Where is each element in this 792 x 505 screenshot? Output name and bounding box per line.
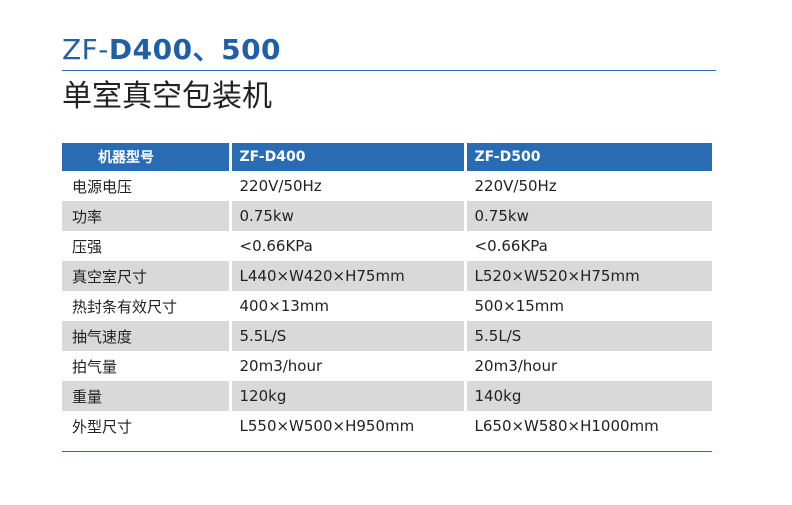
spec-label: 电源电压 bbox=[62, 171, 232, 201]
table-row: 真空室尺寸 L440×W420×H75mm L520×W520×H75mm bbox=[62, 261, 712, 291]
spec-value-d500: L650×W580×H1000mm bbox=[465, 411, 712, 441]
spec-label: 重量 bbox=[62, 381, 232, 411]
model-title: ZF-D400、500 bbox=[62, 30, 281, 70]
table-row: 拍气量 20m3/hour 20m3/hour bbox=[62, 351, 712, 381]
spec-label: 拍气量 bbox=[62, 351, 232, 381]
table-row: 压强 <0.66KPa <0.66KPa bbox=[62, 231, 712, 261]
table-bottom-divider bbox=[62, 451, 712, 452]
product-name: 单室真空包装机 bbox=[62, 79, 272, 114]
spec-value-d500: L520×W520×H75mm bbox=[465, 261, 712, 291]
spec-value-d400: 20m3/hour bbox=[230, 351, 467, 381]
spec-value-d400: 120kg bbox=[230, 381, 467, 411]
spec-value-d500: 140kg bbox=[465, 381, 712, 411]
model-numbers: D400、500 bbox=[108, 33, 282, 66]
spec-value-d500: 220V/50Hz bbox=[465, 171, 712, 201]
model-prefix: ZF- bbox=[62, 33, 109, 66]
spec-value-d400: 0.75kw bbox=[230, 201, 467, 231]
spec-value-d400: 5.5L/S bbox=[230, 321, 467, 351]
title-divider bbox=[62, 70, 716, 71]
spec-value-d500: <0.66KPa bbox=[465, 231, 712, 261]
spec-value-d400: 400×13mm bbox=[230, 291, 467, 321]
table-row: 外型尺寸 L550×W500×H950mm L650×W580×H1000mm bbox=[62, 411, 712, 441]
table-row: 重量 120kg 140kg bbox=[62, 381, 712, 411]
spec-value-d400: 220V/50Hz bbox=[230, 171, 467, 201]
table-row: 热封条有效尺寸 400×13mm 500×15mm bbox=[62, 291, 712, 321]
spec-value-d500: 20m3/hour bbox=[465, 351, 712, 381]
spec-label: 热封条有效尺寸 bbox=[62, 291, 232, 321]
spec-value-d500: 500×15mm bbox=[465, 291, 712, 321]
spec-label: 真空室尺寸 bbox=[62, 261, 232, 291]
spec-value-d400: L550×W500×H950mm bbox=[230, 411, 467, 441]
table-header-row: 机器型号 ZF-D400 ZF-D500 bbox=[62, 143, 712, 171]
spec-table: 机器型号 ZF-D400 ZF-D500 电源电压 220V/50Hz 220V… bbox=[62, 143, 712, 441]
spec-label: 外型尺寸 bbox=[62, 411, 232, 441]
table-row: 抽气速度 5.5L/S 5.5L/S bbox=[62, 321, 712, 351]
table-row: 电源电压 220V/50Hz 220V/50Hz bbox=[62, 171, 712, 201]
table-row: 功率 0.75kw 0.75kw bbox=[62, 201, 712, 231]
column-header-d400: ZF-D400 bbox=[230, 143, 467, 171]
spec-value-d500: 0.75kw bbox=[465, 201, 712, 231]
spec-label: 压强 bbox=[62, 231, 232, 261]
spec-label: 抽气速度 bbox=[62, 321, 232, 351]
spec-value-d400: <0.66KPa bbox=[230, 231, 467, 261]
column-header-d500: ZF-D500 bbox=[465, 143, 712, 171]
column-header-model: 机器型号 bbox=[62, 143, 232, 171]
spec-value-d500: 5.5L/S bbox=[465, 321, 712, 351]
spec-value-d400: L440×W420×H75mm bbox=[230, 261, 467, 291]
spec-label: 功率 bbox=[62, 201, 232, 231]
